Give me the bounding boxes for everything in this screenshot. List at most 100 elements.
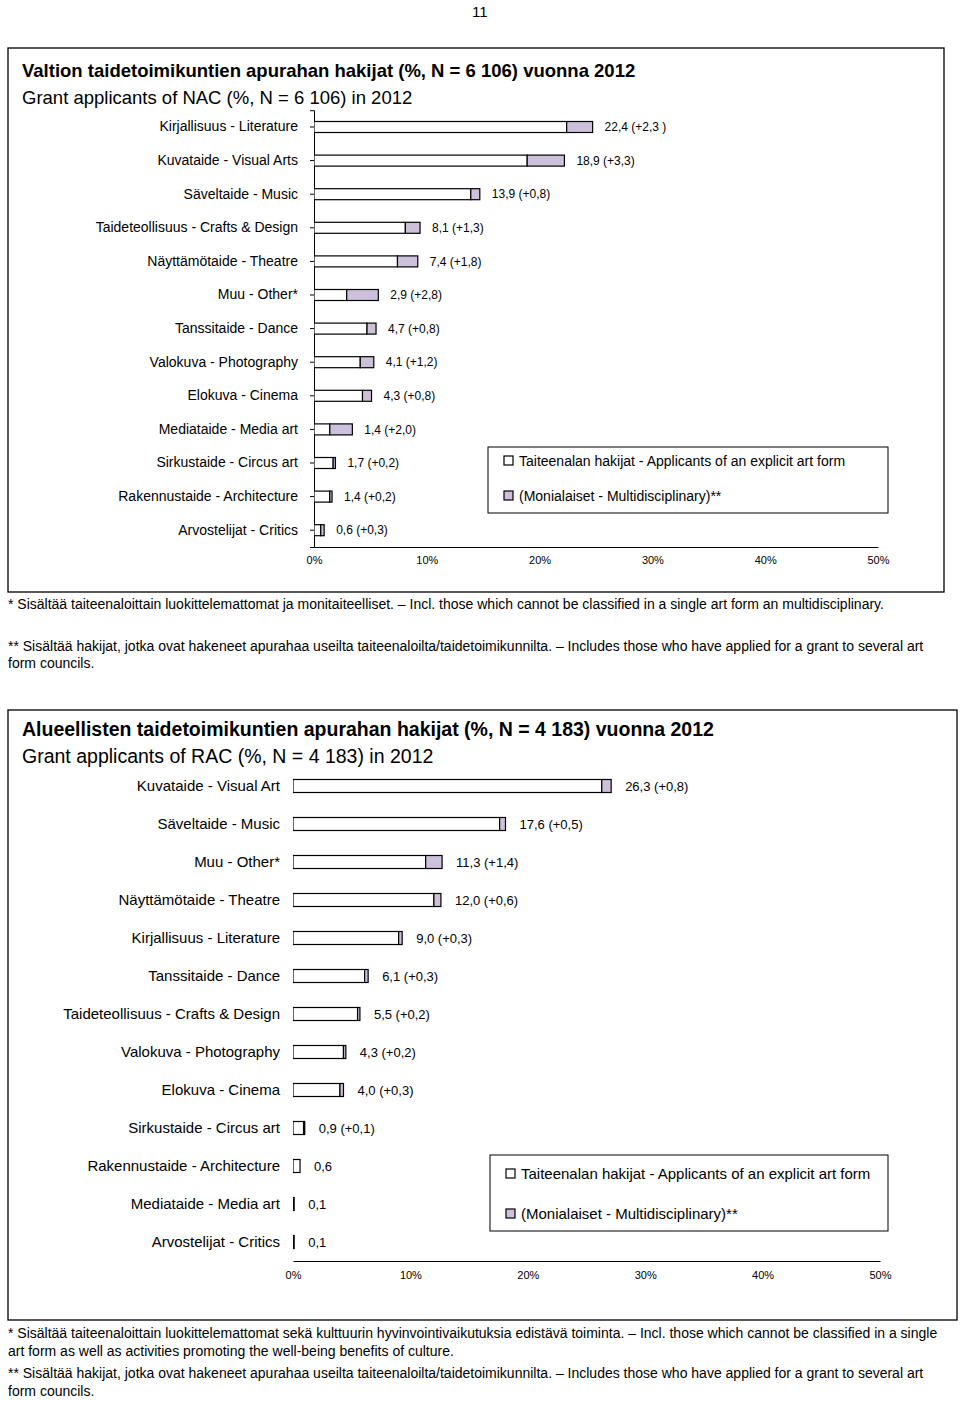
bar-annotation: 8,1 (+1,3): [432, 221, 484, 235]
bar-segment: [405, 222, 420, 233]
bar-segment: [358, 1008, 360, 1021]
x-tick-label: 0%: [307, 554, 323, 566]
bar-annotation: 26,3 (+0,8): [625, 779, 688, 794]
x-tick-label: 0%: [286, 1269, 302, 1281]
category-tick: Tanssitaide - Dance: [175, 320, 314, 336]
category-label: Elokuva - Cinema: [188, 387, 299, 403]
category-label: Taideteollisuus - Crafts & Design: [96, 219, 298, 235]
x-tick-label: 50%: [867, 554, 889, 566]
category-label: Kirjallisuus - Literature: [132, 929, 280, 946]
bar-segment: [293, 1122, 304, 1135]
category-tick: Mediataide - Media art: [159, 421, 314, 437]
bar-segment: [343, 1046, 345, 1059]
x-tick: 30%: [635, 1261, 657, 1281]
category-tick: Arvostelijat - Critics: [178, 522, 314, 538]
bar-segment: [340, 1084, 344, 1097]
bar-annotation: 22,4 (+2,3 ): [605, 120, 667, 134]
x-axis-line: [315, 547, 879, 548]
bar-annotation: 17,6 (+0,5): [519, 817, 582, 832]
x-tick: 50%: [869, 1261, 891, 1281]
category-tick: Valokuva - Photography: [121, 1043, 293, 1060]
bar-annotation: 0,9 (+0,1): [319, 1121, 375, 1136]
bar-annotation: 6,1 (+0,3): [382, 969, 438, 984]
category-tick: Elokuva - Cinema: [188, 387, 315, 403]
footnote: ** Sisältää hakijat, jotka ovat hakeneet…: [8, 638, 948, 672]
bar-segment: [314, 290, 347, 301]
category-label: Mediataide - Media art: [159, 421, 298, 437]
bar-segment: [293, 856, 426, 869]
bar-segment: [567, 122, 593, 133]
bar-segment: [314, 189, 471, 200]
bar-annotation: 0,1: [308, 1197, 326, 1212]
bar-segment: [365, 970, 369, 983]
category-tick: Säveltaide - Music: [157, 815, 293, 832]
category-tick-mark: [310, 261, 314, 262]
bar-segment: [330, 424, 353, 435]
x-tick: 30%: [642, 547, 664, 566]
bar-segment: [314, 424, 330, 435]
category-label: Rakennustaide - Architecture: [118, 488, 298, 504]
bar-segment: [314, 458, 333, 469]
category-label: Säveltaide - Music: [184, 186, 298, 202]
category-tick-mark: [310, 429, 314, 430]
x-tick-label: 40%: [755, 554, 777, 566]
bar-segment: [527, 155, 564, 166]
category-label: Valokuva - Photography: [121, 1043, 280, 1060]
bar-segment: [293, 780, 602, 793]
bar-segment: [321, 525, 324, 536]
category-label: Kuvataide - Visual Art: [137, 777, 281, 794]
x-tick-label: 30%: [642, 554, 664, 566]
bar-segment: [314, 357, 360, 368]
bar-segment: [471, 189, 480, 200]
bar-segment: [293, 1046, 343, 1059]
bar-segment: [293, 1084, 340, 1097]
bar-segment: [330, 491, 332, 502]
bar-segment: [314, 256, 397, 267]
category-label: Kuvataide - Visual Arts: [157, 152, 298, 168]
category-label: Kirjallisuus - Literature: [160, 118, 299, 134]
bar-segment: [314, 323, 367, 334]
footnote: * Sisältää taiteenaloittain luokittelema…: [8, 596, 948, 613]
footnote: * Sisältää taiteenaloittain luokittelema…: [8, 1324, 948, 1360]
category-tick-mark: [310, 395, 314, 396]
legend-label: Taiteenalan hakijat - Applicants of an e…: [521, 1165, 870, 1182]
bar-segment: [360, 357, 374, 368]
category-tick: Muu - Other*: [194, 853, 293, 870]
x-tick: 40%: [752, 1261, 774, 1281]
bar-annotation: 4,1 (+1,2): [386, 355, 438, 369]
chart: Alueellisten taidetoimikuntien apurahan …: [8, 710, 957, 1320]
bar-segment: [426, 856, 442, 869]
bar-annotation: 2,9 (+2,8): [390, 288, 442, 302]
legend-label: (Monialaiset - Multidisciplinary)**: [521, 1205, 738, 1222]
bar-annotation: 0,1: [308, 1235, 326, 1250]
bar-segment: [299, 1160, 300, 1173]
category-label: Elokuva - Cinema: [162, 1081, 281, 1098]
category-label: Sirkustaide - Circus art: [156, 454, 298, 470]
bar-segment: [500, 818, 506, 831]
bar-annotation: 7,4 (+1,8): [430, 255, 482, 269]
bar-segment: [434, 894, 441, 907]
category-tick: Kirjallisuus - Literature: [160, 118, 315, 134]
legend-swatch: [504, 456, 513, 465]
category-tick-mark: [310, 194, 314, 195]
category-tick: Mediataide - Media art: [131, 1195, 293, 1212]
legend: Taiteenalan hakijat - Applicants of an e…: [490, 1155, 888, 1231]
page-number: 11: [472, 3, 488, 20]
category-label: Muu - Other*: [218, 286, 299, 302]
category-label: Mediataide - Media art: [131, 1195, 281, 1212]
category-label: Näyttämötaide - Theatre: [119, 891, 280, 908]
x-tick: 20%: [517, 1261, 539, 1281]
bar-segment: [314, 155, 527, 166]
bar-segment: [293, 894, 434, 907]
chart-frame: [8, 710, 957, 1320]
chart-subtitle: Grant applicants of NAC (%, N = 6 106) i…: [22, 87, 412, 108]
bar-annotation: 13,9 (+0,8): [492, 187, 550, 201]
category-tick-mark: [310, 127, 314, 128]
footnote: ** Sisältää hakijat, jotka ovat hakeneet…: [8, 1364, 948, 1400]
x-axis: 0%10%20%30%40%50%: [307, 547, 890, 566]
category-label: Tanssitaide - Dance: [175, 320, 298, 336]
category-label: Taideteollisuus - Crafts & Design: [63, 1005, 280, 1022]
x-axis: 0%10%20%30%40%50%: [286, 1261, 892, 1281]
bar-segment: [294, 1198, 295, 1211]
x-tick-label: 40%: [752, 1269, 774, 1281]
